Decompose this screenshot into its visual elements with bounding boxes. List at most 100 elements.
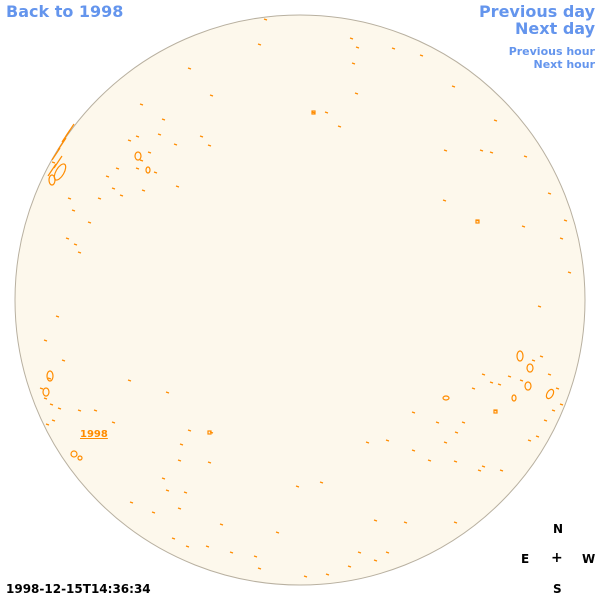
- contour-mark: [419, 54, 424, 57]
- contour-mark: [453, 521, 458, 524]
- next-day-link[interactable]: Next day: [515, 19, 595, 38]
- contour-mark: [435, 421, 440, 424]
- contour-mark: [179, 443, 184, 446]
- contour-mark: [157, 133, 162, 136]
- contour-mark: [55, 315, 60, 318]
- contour-mark: [135, 167, 140, 170]
- contour-mark: [127, 379, 132, 382]
- contour-mark: [295, 485, 300, 488]
- compass-east-label: E: [521, 552, 530, 566]
- contour-mark: [411, 449, 416, 452]
- contour-mark: [71, 209, 76, 212]
- contour-mark: [53, 155, 63, 169]
- compass-west-label: W: [582, 552, 596, 566]
- contour-mark: [521, 225, 526, 228]
- contour-mark: [205, 545, 210, 548]
- contour-mark: [187, 67, 192, 70]
- contour-mark: [475, 219, 480, 224]
- contour-mark: [87, 221, 92, 224]
- next-hour-link[interactable]: Next hour: [533, 58, 596, 71]
- contour-mark: [173, 143, 178, 146]
- contour-mark: [161, 118, 166, 121]
- contour-mark: [477, 469, 482, 472]
- contour-mark: [127, 139, 132, 142]
- contour-mark: [141, 189, 146, 192]
- contour-mark: [563, 219, 568, 222]
- contour-mark: [454, 431, 459, 434]
- contour-mark: [543, 419, 548, 422]
- contour-mark: [135, 135, 140, 138]
- contour-mark: [555, 387, 560, 390]
- contour-mark: [337, 125, 342, 128]
- contour-mark: [567, 271, 572, 274]
- contour-mark: [65, 237, 70, 240]
- contour-mark: [527, 439, 532, 442]
- contour-mark: [73, 243, 78, 246]
- contour-mark: [391, 47, 396, 50]
- contour-mark: [257, 567, 262, 570]
- contour-mark: [535, 435, 540, 438]
- contour-mark: [139, 103, 144, 106]
- contour-mark: [523, 155, 528, 158]
- contour-mark: [537, 305, 542, 308]
- contour-mark: [559, 403, 564, 406]
- contour-mark: [451, 85, 456, 88]
- contour-mark: [497, 383, 502, 386]
- contour-mark: [427, 459, 432, 462]
- contour-mark: [48, 174, 56, 186]
- contour-mark: [185, 545, 190, 548]
- contour-mark: [461, 421, 466, 424]
- previous-hour-link[interactable]: Previous hour: [508, 45, 595, 58]
- observation-timestamp: 1998-12-15T14:36:34: [6, 582, 151, 596]
- contour-mark: [77, 251, 82, 254]
- contour-mark: [526, 363, 534, 373]
- contour-mark: [547, 192, 552, 195]
- contour-mark: [531, 359, 536, 362]
- contour-mark: [49, 403, 54, 406]
- contour-mark: [539, 355, 544, 358]
- contour-mark: [442, 395, 450, 401]
- contour-mark: [263, 18, 268, 21]
- contour-mark: [507, 375, 512, 378]
- contour-mark: [67, 197, 72, 200]
- contour-mark: [511, 394, 517, 402]
- contour-mark: [229, 551, 234, 554]
- contour-mark: [139, 159, 144, 162]
- contour-mark: [347, 565, 352, 568]
- contour-mark: [43, 339, 48, 342]
- contour-mark: [134, 151, 142, 161]
- active-region-label[interactable]: 1998: [80, 429, 108, 440]
- contour-mark: [411, 411, 416, 414]
- contour-mark: [61, 359, 66, 362]
- contour-mark: [161, 477, 166, 480]
- compass-north-label: N: [553, 522, 564, 536]
- compass-south-label: S: [553, 582, 562, 596]
- contour-mark: [147, 151, 152, 154]
- active-region-contours: [39, 18, 572, 578]
- previous-day-link[interactable]: Previous day: [478, 2, 595, 21]
- contour-mark: [207, 430, 212, 435]
- contour-mark: [442, 199, 447, 202]
- solar-disk: [14, 14, 586, 586]
- contour-mark: [119, 194, 124, 197]
- contour-mark: [129, 501, 134, 504]
- contour-mark: [51, 419, 56, 422]
- contour-mark: [499, 469, 504, 472]
- contour-mark: [46, 370, 54, 382]
- contour-mark: [39, 387, 44, 390]
- contour-mark: [357, 551, 362, 554]
- contour-mark: [175, 185, 180, 188]
- contour-mark: [275, 531, 280, 534]
- back-to-year-link[interactable]: Back to 1998: [6, 2, 124, 21]
- contour-mark: [45, 423, 50, 426]
- contour-mark: [479, 149, 484, 152]
- contour-mark: [199, 135, 204, 138]
- contour-mark: [453, 460, 458, 463]
- contour-mark: [93, 409, 98, 412]
- contour-mark: [51, 161, 56, 164]
- contour-mark: [349, 37, 354, 40]
- contour-mark: [207, 461, 212, 464]
- contour-mark: [325, 573, 330, 576]
- contour-mark: [177, 507, 182, 510]
